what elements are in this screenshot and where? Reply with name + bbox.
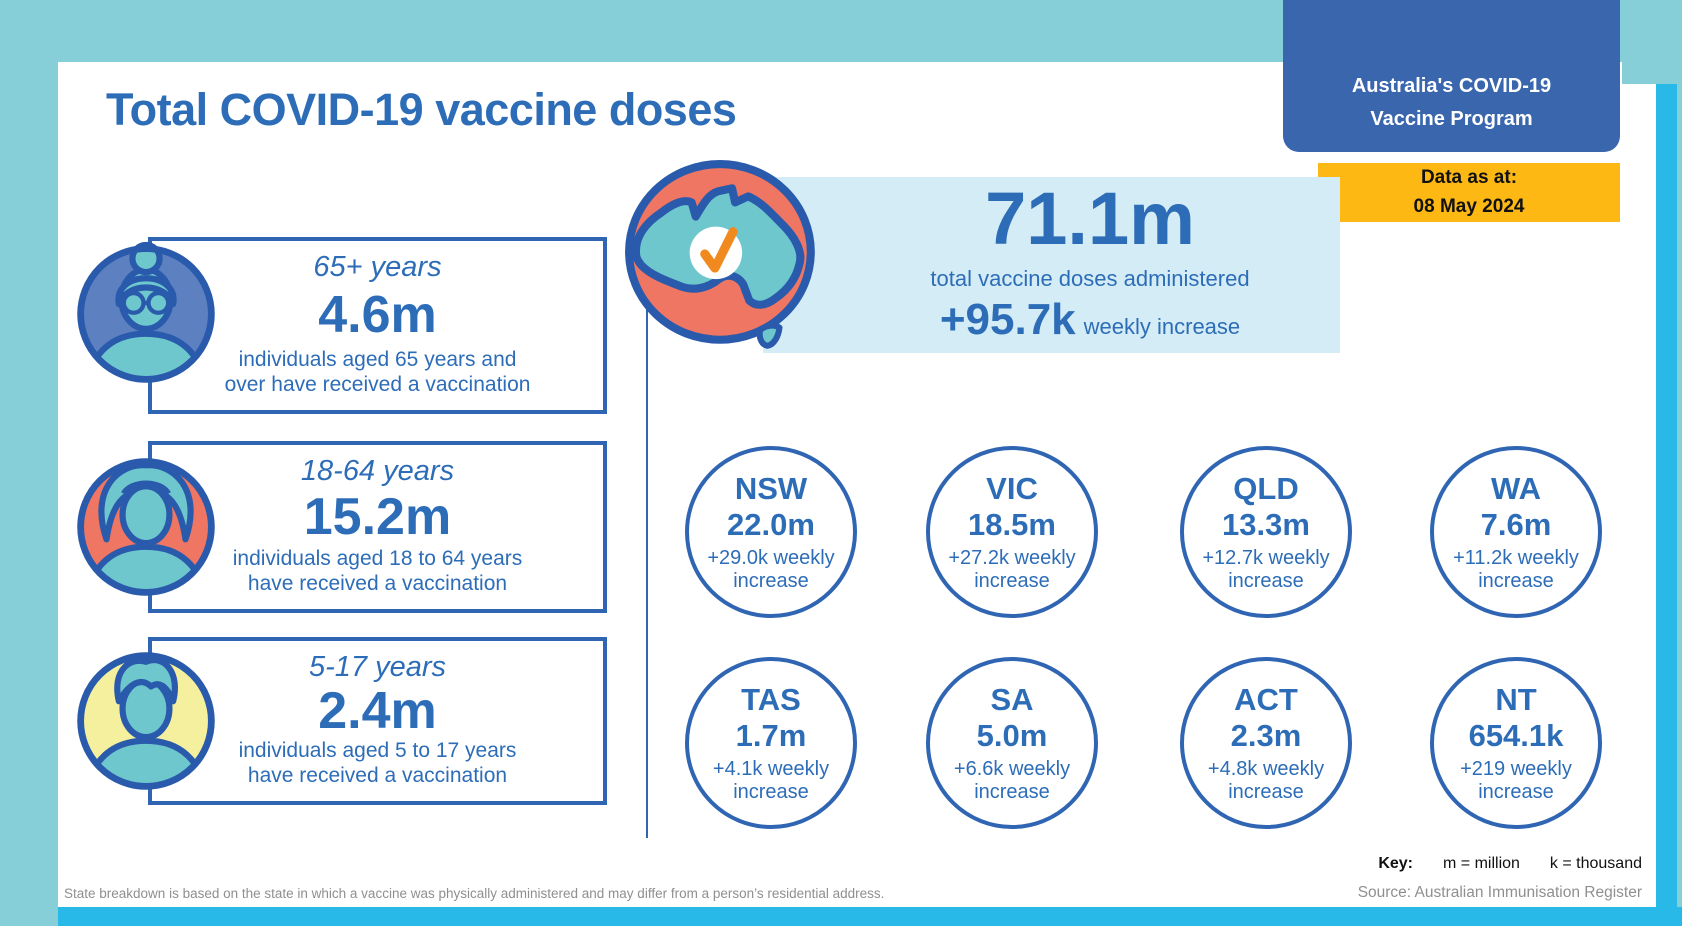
- total-weekly-increase: +95.7k weekly increase: [880, 298, 1300, 342]
- age-group-value: 4.6m: [318, 286, 437, 345]
- state-value: 18.5m: [968, 507, 1056, 543]
- state-weekly-increase: +6.6k weekly increase: [953, 758, 1071, 804]
- state-weekly-increase: +27.2k weekly increase: [948, 547, 1076, 593]
- legend-key-label: Key:: [1378, 855, 1414, 872]
- right-cyan-strip: [1656, 84, 1677, 926]
- tasmania-shape: [756, 322, 783, 349]
- state-value: 654.1k: [1468, 718, 1564, 754]
- state-weekly-increase: +219 weekly increase: [1460, 758, 1572, 804]
- age-group-label: 65+ years: [313, 251, 442, 283]
- age-group-18-64-box: 18-64 years 15.2m individuals aged 18 to…: [148, 441, 607, 613]
- age-group-label: 5-17 years: [308, 651, 446, 683]
- legend-key: Key: m = million k = thousand: [1378, 855, 1642, 873]
- age-group-65-plus-box: 65+ years 4.6m individuals aged 65 years…: [148, 237, 607, 414]
- state-value: 13.3m: [1222, 507, 1310, 543]
- state-name: VIC: [986, 470, 1038, 506]
- age-group-5-17-box: 5-17 years 2.4m individuals aged 5 to 17…: [148, 637, 607, 805]
- right-pale-strip: [1677, 84, 1682, 926]
- total-doses-value: 71.1m: [985, 177, 1195, 260]
- total-doses-caption: total vaccine doses administered: [930, 266, 1250, 291]
- state-name: SA: [990, 681, 1034, 717]
- state-circle-tas: TAS 1.7m +4.1k weekly increase: [685, 657, 857, 829]
- age-group-label: 18-64 years: [300, 455, 455, 487]
- state-circle-vic: VIC 18.5m +27.2k weekly increase: [926, 446, 1098, 618]
- state-name: NSW: [734, 470, 808, 506]
- state-name: ACT: [1234, 681, 1298, 717]
- state-name: NT: [1495, 681, 1537, 717]
- state-weekly-increase: +12.7k weekly increase: [1202, 547, 1330, 593]
- state-value: 7.6m: [1480, 507, 1552, 543]
- data-as-at-badge: Data as at: 08 May 2024: [1318, 163, 1620, 222]
- state-weekly-increase: +4.8k weekly increase: [1207, 758, 1325, 804]
- state-name: WA: [1491, 470, 1541, 506]
- legend-key-million: m = million: [1443, 855, 1520, 872]
- checkmark-icon: [700, 227, 738, 273]
- age-group-description: individuals aged 65 years and over have …: [224, 347, 531, 397]
- footnote-text: State breakdown is based on the state in…: [64, 886, 885, 901]
- source-text: Source: Australian Immunisation Register: [1357, 884, 1642, 901]
- state-value: 2.3m: [1230, 718, 1302, 754]
- state-circle-nt: NT 654.1k +219 weekly increase: [1430, 657, 1602, 829]
- total-weekly-label: weekly increase: [1083, 314, 1241, 339]
- state-value: 1.7m: [735, 718, 807, 754]
- adult-woman-icon: [77, 458, 215, 596]
- state-circle-nsw: NSW 22.0m +29.0k weekly increase: [685, 446, 857, 618]
- australia-map-icon: [625, 160, 815, 349]
- state-name: QLD: [1233, 470, 1299, 506]
- state-circle-sa: SA 5.0m +6.6k weekly increase: [926, 657, 1098, 829]
- page-title: Total COVID-19 vaccine doses: [106, 84, 737, 135]
- state-circle-qld: QLD 13.3m +12.7k weekly increase: [1180, 446, 1352, 618]
- program-badge-line2: Vaccine Program: [1370, 108, 1533, 130]
- age-group-value: 2.4m: [318, 681, 437, 740]
- legend-key-thousand: k = thousand: [1549, 855, 1642, 872]
- total-doses-summary: 71.1m total vaccine doses administered +…: [880, 182, 1300, 342]
- left-teal-band: [0, 0, 58, 926]
- state-circle-wa: WA 7.6m +11.2k weekly increase: [1430, 446, 1602, 618]
- state-circle-act: ACT 2.3m +4.8k weekly increase: [1180, 657, 1352, 829]
- elderly-woman-icon: [77, 241, 215, 383]
- data-as-at-label: Data as at:: [1420, 167, 1518, 188]
- state-weekly-increase: +11.2k weekly increase: [1453, 547, 1579, 593]
- age-group-description: individuals aged 18 to 64 years have rec…: [232, 546, 523, 596]
- age-group-description: individuals aged 5 to 17 years have rece…: [238, 738, 517, 788]
- state-weekly-increase: +29.0k weekly increase: [707, 547, 835, 593]
- total-weekly-value: +95.7k: [939, 295, 1076, 344]
- state-weekly-increase: +4.1k weekly increase: [712, 758, 830, 804]
- top-right-teal-block: [1622, 0, 1682, 84]
- state-value: 5.0m: [976, 718, 1048, 754]
- vertical-divider: [646, 208, 648, 838]
- data-as-at-date: 08 May 2024: [1413, 195, 1525, 217]
- state-value: 22.0m: [727, 507, 815, 543]
- state-name: TAS: [741, 681, 801, 717]
- bottom-cyan-bar: [58, 907, 1682, 926]
- young-person-icon: [77, 652, 215, 790]
- program-badge: Australia's COVID-19 Vaccine Program: [1283, 0, 1620, 152]
- program-badge-line1: Australia's COVID-19: [1351, 75, 1552, 97]
- age-group-value: 15.2m: [303, 487, 452, 546]
- total-doses-panel: [763, 177, 1340, 353]
